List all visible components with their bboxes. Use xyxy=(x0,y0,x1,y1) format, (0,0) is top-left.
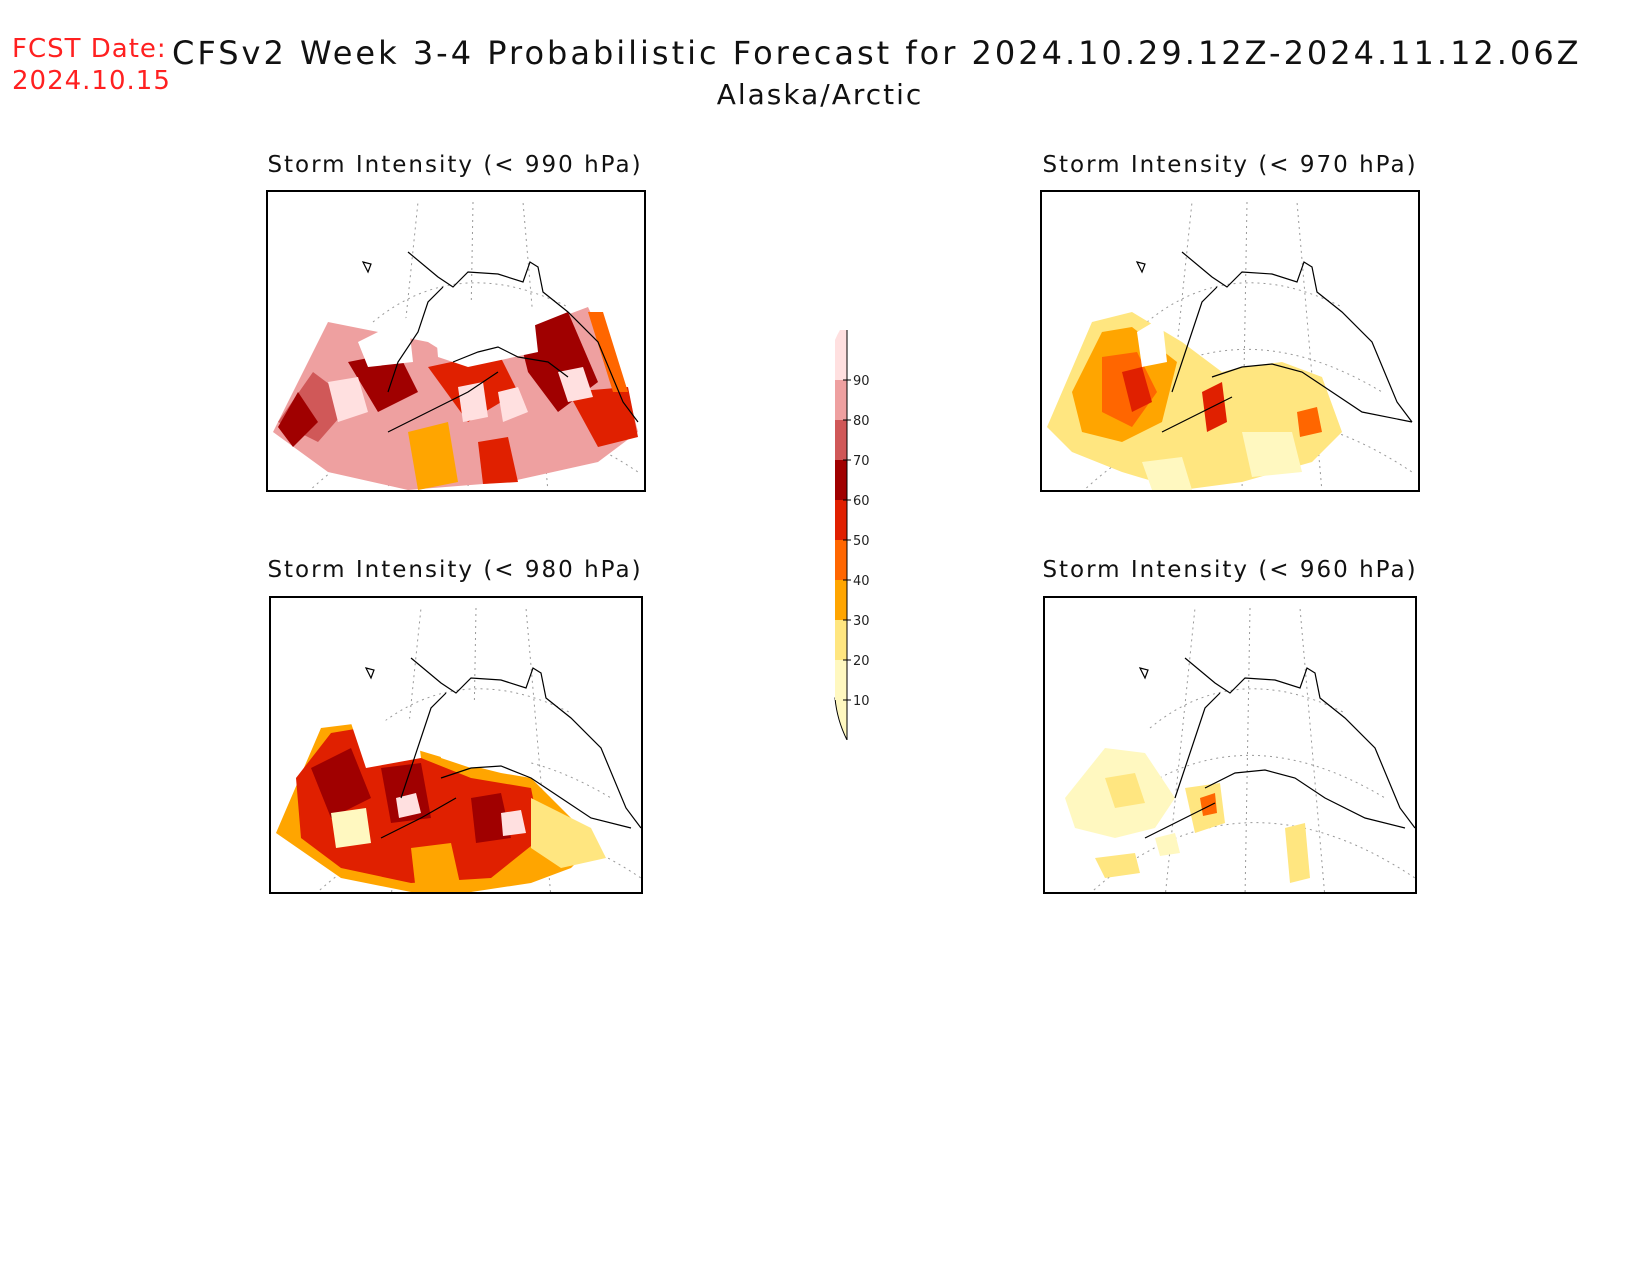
colorbar-tick-label: 20 xyxy=(853,654,870,669)
colorbar-bin-70 xyxy=(835,420,847,460)
map-980-svg xyxy=(276,607,641,892)
colorbar-tick-label: 50 xyxy=(853,534,870,549)
map-panel-990 xyxy=(266,190,646,492)
colorbar-tick-label: 70 xyxy=(853,454,870,469)
map-960-svg xyxy=(1065,607,1415,892)
panel-title-970: Storm Intensity (< 970 hPa) xyxy=(1042,152,1418,178)
map-990-svg xyxy=(273,201,639,490)
colorbar-tick-label: 40 xyxy=(853,574,870,589)
colorbar-tick-label: 10 xyxy=(853,694,870,709)
colorbar-bin-80 xyxy=(835,380,847,420)
map-panel-970 xyxy=(1040,190,1420,492)
forecast-shading-980 xyxy=(276,698,606,892)
panel-title-960: Storm Intensity (< 960 hPa) xyxy=(1042,557,1418,583)
colorbar-svg: 10 20 30 40 50 60 70 80 90 xyxy=(834,320,870,741)
map-970-svg xyxy=(1047,201,1413,490)
colorbar-tail-low xyxy=(834,697,848,741)
region-subtitle: Alaska/Arctic xyxy=(716,78,924,111)
colorbar-bin-60 xyxy=(835,460,847,500)
coastline-970 xyxy=(1135,251,1413,433)
colorbar-tail-high xyxy=(835,320,847,340)
colorbar-tick-label: 30 xyxy=(853,614,870,629)
coastline-960 xyxy=(1138,657,1415,839)
colorbar-tick-label: 60 xyxy=(853,494,870,509)
colorbar-bin-90 xyxy=(835,340,847,380)
coastline-980 xyxy=(364,657,641,839)
forecast-shading-970 xyxy=(1047,312,1342,490)
colorbar-tick-label: 90 xyxy=(853,374,870,389)
forecast-shading-990 xyxy=(273,297,638,490)
colorbar-bin-40 xyxy=(835,540,847,580)
coastline-990 xyxy=(361,251,639,433)
map-panel-980 xyxy=(269,596,643,894)
colorbar-bin-50 xyxy=(835,500,847,540)
colorbar-tick-label: 80 xyxy=(853,414,870,429)
colorbar-bin-20 xyxy=(835,620,847,660)
fcst-label: FCST Date: xyxy=(12,34,167,64)
map-panel-960 xyxy=(1043,596,1417,894)
panel-title-980: Storm Intensity (< 980 hPa) xyxy=(267,557,643,583)
colorbar-bin-10 xyxy=(835,660,847,700)
fcst-date: 2024.10.15 xyxy=(12,66,171,96)
graticule xyxy=(1091,607,1415,892)
panel-title-990: Storm Intensity (< 990 hPa) xyxy=(267,152,643,178)
colorbar: 10 20 30 40 50 60 70 80 90 xyxy=(825,320,885,744)
forecast-shading-960 xyxy=(1065,748,1310,883)
page-title: CFSv2 Week 3-4 Probabilistic Forecast fo… xyxy=(172,34,1582,72)
colorbar-bin-30 xyxy=(835,580,847,620)
